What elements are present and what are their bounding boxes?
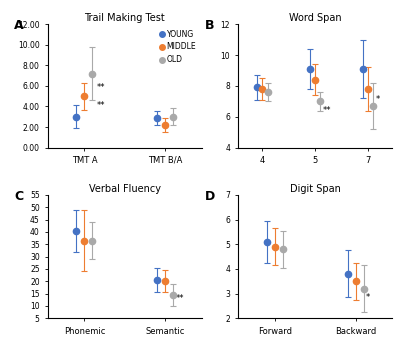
Text: A: A <box>14 19 24 32</box>
Text: *: * <box>366 293 370 302</box>
Text: **: ** <box>96 83 105 92</box>
Title: Digit Span: Digit Span <box>290 184 341 194</box>
Text: B: B <box>204 19 214 32</box>
Text: **: ** <box>96 101 105 110</box>
Title: Verbal Fluency: Verbal Fluency <box>89 184 161 194</box>
Text: D: D <box>204 190 215 203</box>
Text: **: ** <box>176 294 184 303</box>
Title: Word Span: Word Span <box>289 13 342 24</box>
Text: **: ** <box>323 106 332 115</box>
Legend: YOUNG, MIDDLE, OLD: YOUNG, MIDDLE, OLD <box>159 28 198 66</box>
Title: Trail Making Test: Trail Making Test <box>84 13 165 24</box>
Text: *: * <box>376 95 380 104</box>
Text: C: C <box>14 190 23 203</box>
